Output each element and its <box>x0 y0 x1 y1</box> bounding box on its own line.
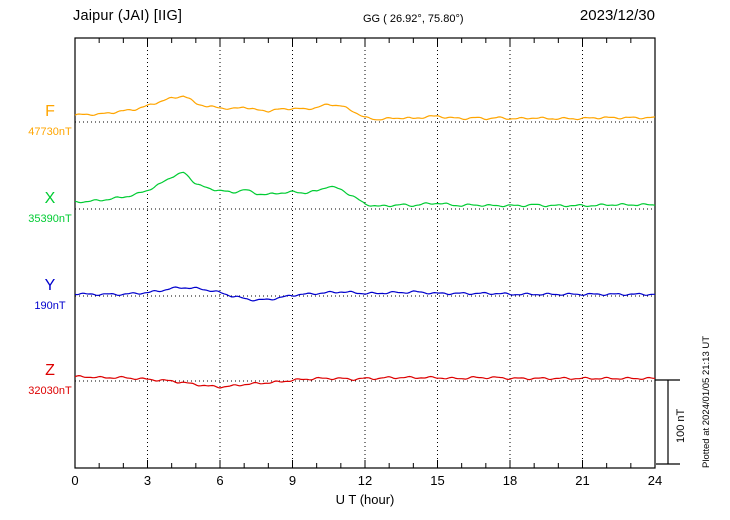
station-title: Jaipur (JAI) [IIG] <box>73 8 183 24</box>
gg-coordinates: GG ( 26.92°, 75.80°) <box>363 13 464 25</box>
x-tick-label-24: 24 <box>647 473 663 488</box>
plotted-note: Plotted at 2024/01/05 21:13 UT <box>701 335 712 468</box>
trace-Y <box>74 286 655 302</box>
x-tick-label-0: 0 <box>71 473 79 488</box>
x-tick-label-15: 15 <box>430 473 445 488</box>
date-label: 2023/12/30 <box>579 7 655 24</box>
component-baseline-value-Y: 190nT <box>34 300 66 312</box>
scale-bar-label: 100 nT <box>675 408 687 443</box>
component-baseline-value-F: 47730nT <box>28 126 72 138</box>
trace-X <box>74 171 656 208</box>
x-tick-label-12: 12 <box>357 473 373 488</box>
x-tick-label-3: 3 <box>143 473 152 488</box>
x-tick-label-6: 6 <box>216 473 224 488</box>
x-tick-label-18: 18 <box>502 473 518 488</box>
component-baseline-value-X: 35390nT <box>28 213 72 225</box>
x-tick-label-9: 9 <box>288 473 297 488</box>
component-label-Y: Y <box>44 277 56 294</box>
x-tick-label-21: 21 <box>575 473 590 488</box>
trace-Z <box>74 375 655 389</box>
component-label-Z: Z <box>45 362 55 379</box>
component-label-X: X <box>44 190 56 207</box>
x-axis-label: U T (hour) <box>335 492 395 507</box>
component-label-F: F <box>45 103 55 120</box>
trace-F <box>74 95 656 121</box>
component-baseline-value-Z: 32030nT <box>28 385 72 397</box>
